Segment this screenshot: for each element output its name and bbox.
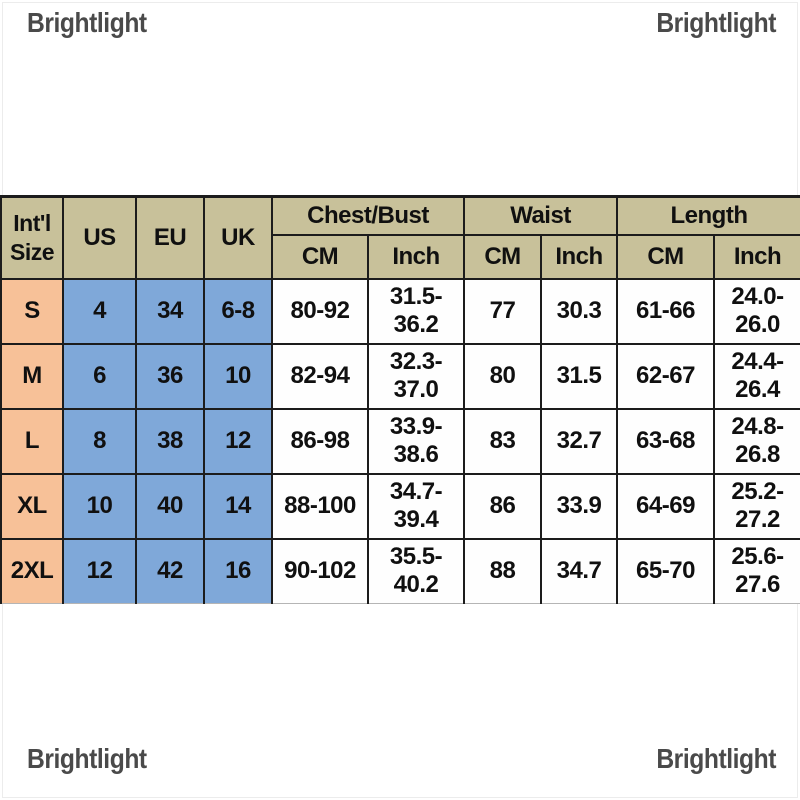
- size-chart-table: Int'l Size US EU UK Chest/Bust Waist Len…: [0, 195, 800, 604]
- cell-us: 6: [62, 342, 137, 410]
- header-uk: UK: [203, 195, 273, 280]
- cell-size: XL: [0, 472, 64, 540]
- cell-length-cm: 61-66: [616, 277, 715, 345]
- size-row: S 4 34 6-8 80-92 31.5-36.2 77 30.3 61-66 24.0-26.…: [0, 277, 800, 345]
- cell-waist-inch: 31.5: [540, 342, 618, 410]
- watermark-top-left: Brightlight: [27, 7, 163, 39]
- header-row-groups: Int'l Size US EU UK Chest/Bust Waist Len…: [0, 195, 800, 280]
- header-chest-cm: CM: [271, 233, 369, 280]
- watermark-text: Brightlight: [27, 7, 147, 38]
- cell-uk: 12: [203, 407, 273, 475]
- cell-size: M: [0, 342, 64, 410]
- cell-uk: 16: [203, 537, 273, 604]
- cell-waist-inch: 30.3: [540, 277, 618, 345]
- header-eu: EU: [135, 195, 205, 280]
- cell-chest-cm: 88-100: [271, 472, 369, 540]
- size-table-body: S 4 34 6-8 80-92 31.5-36.2 77 30.3 61-66 24.0-26.…: [0, 277, 800, 604]
- cell-length-inch: 24.4-26.4: [712, 342, 800, 410]
- size-row: 2XL 12 42 16 90-102 35.5-40.2 88 34.7 65-70 25.6-…: [0, 537, 800, 604]
- size-row: L 8 38 12 86-98 33.9-38.6 83 32.7 63-68 24.8-26.8: [0, 407, 800, 475]
- cell-waist-cm: 86: [463, 472, 542, 540]
- cell-waist-inch: 34.7: [540, 537, 618, 604]
- cell-size: S: [0, 277, 64, 345]
- watermark-top-right: Brightlight: [640, 7, 776, 39]
- header-chest-inch: Inch: [367, 233, 465, 280]
- cell-chest-inch: 33.9-38.6: [367, 407, 465, 475]
- cell-eu: 38: [135, 407, 205, 475]
- header-waist-cm: CM: [463, 233, 542, 280]
- header-length-group: Length: [615, 195, 800, 236]
- cell-waist-inch: 33.9: [540, 472, 618, 540]
- cell-length-cm: 62-67: [616, 342, 715, 410]
- cell-length-cm: 65-70: [616, 537, 715, 604]
- cell-waist-cm: 80: [463, 342, 542, 410]
- cell-us: 12: [62, 537, 137, 604]
- header-waist-inch: Inch: [540, 233, 618, 280]
- cell-length-cm: 64-69: [616, 472, 715, 540]
- cell-chest-cm: 86-98: [271, 407, 369, 475]
- cell-waist-cm: 83: [463, 407, 542, 475]
- header-length-inch: Inch: [712, 233, 800, 280]
- cell-uk: 6-8: [203, 277, 273, 345]
- size-row: XL 10 40 14 88-100 34.7-39.4 86 33.9 64-69 25.2-2…: [0, 472, 800, 540]
- header-waist-group: Waist: [463, 195, 618, 236]
- cell-us: 8: [62, 407, 137, 475]
- watermark-text: Brightlight: [656, 743, 776, 774]
- cell-chest-cm: 80-92: [271, 277, 369, 345]
- cell-uk: 10: [203, 342, 273, 410]
- cell-uk: 14: [203, 472, 273, 540]
- cell-chest-inch: 35.5-40.2: [367, 537, 465, 604]
- header-intl-line1: Int'l: [13, 210, 51, 236]
- header-intl-line2: Size: [9, 238, 55, 265]
- watermark-text: Brightlight: [656, 7, 776, 38]
- cell-eu: 40: [135, 472, 205, 540]
- cell-us: 4: [62, 277, 137, 345]
- cell-chest-cm: 90-102: [271, 537, 369, 604]
- header-row-units: CM Inch CM Inch CM Inch: [1, 233, 800, 280]
- cell-eu: 34: [135, 277, 205, 345]
- size-chart-header: Int'l Size US EU UK Chest/Bust Waist Len…: [0, 195, 800, 280]
- cell-eu: 42: [135, 537, 205, 604]
- cell-size: L: [0, 407, 64, 475]
- header-intl-size: Int'l Size: [0, 195, 64, 280]
- watermark-bottom-left: Brightlight: [27, 743, 163, 775]
- header-length-cm: CM: [616, 233, 715, 280]
- cell-length-inch: 25.2-27.2: [712, 472, 800, 540]
- cell-length-inch: 24.0-26.0: [712, 277, 800, 345]
- cell-us: 10: [62, 472, 137, 540]
- header-us: US: [62, 195, 137, 280]
- cell-length-cm: 63-68: [616, 407, 715, 475]
- cell-chest-inch: 32.3-37.0: [367, 342, 465, 410]
- cell-waist-cm: 77: [463, 277, 542, 345]
- cell-eu: 36: [135, 342, 205, 410]
- header-chest-bust-group: Chest/Bust: [271, 195, 465, 236]
- watermark-bottom-right: Brightlight: [640, 743, 776, 775]
- size-row: M 6 36 10 82-94 32.3-37.0 80 31.5 62-67 24.4-26.4: [0, 342, 800, 410]
- cell-size: 2XL: [0, 537, 64, 604]
- cell-length-inch: 25.6-27.6: [712, 537, 800, 604]
- cell-chest-cm: 82-94: [271, 342, 369, 410]
- watermark-text: Brightlight: [27, 743, 147, 774]
- cell-waist-cm: 88: [463, 537, 542, 604]
- cell-waist-inch: 32.7: [540, 407, 618, 475]
- cell-chest-inch: 31.5-36.2: [367, 277, 465, 345]
- cell-chest-inch: 34.7-39.4: [367, 472, 465, 540]
- cell-length-inch: 24.8-26.8: [712, 407, 800, 475]
